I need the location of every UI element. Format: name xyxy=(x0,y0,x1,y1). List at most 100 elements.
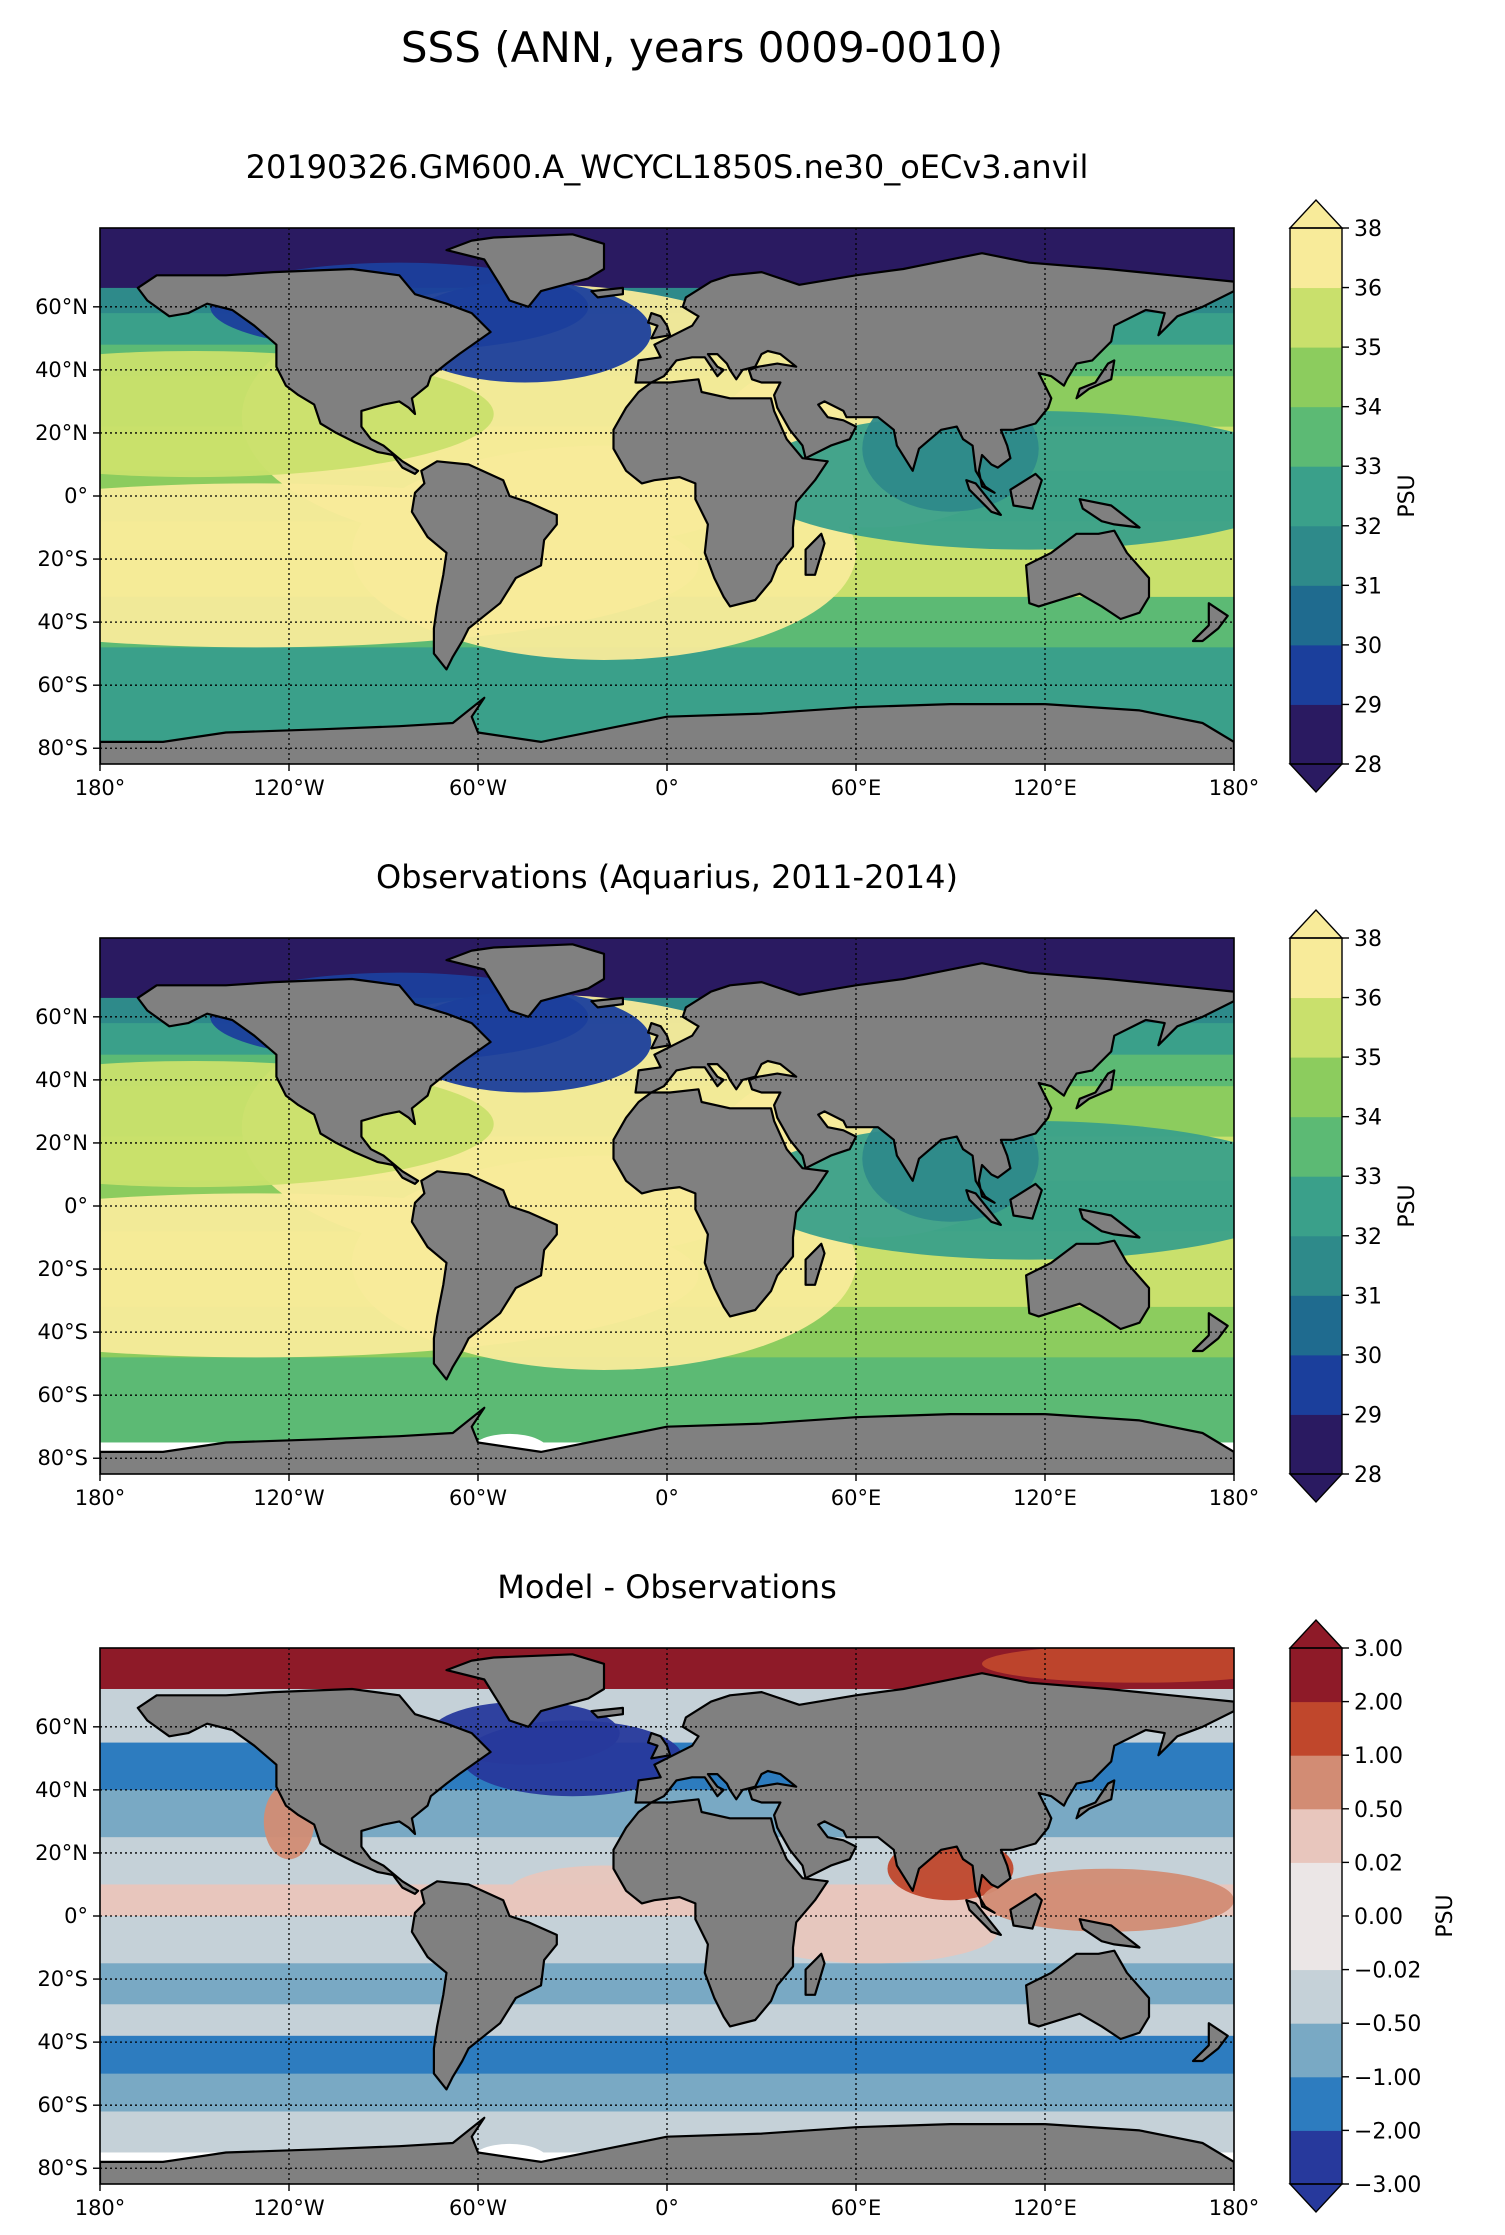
colorbar-segment xyxy=(1290,1648,1342,1703)
landmass-eurasia xyxy=(634,252,1234,494)
landmass-borneo xyxy=(1009,472,1043,510)
colorbar-tick-label: −0.02 xyxy=(1354,1959,1421,1984)
landmass-eurasia xyxy=(634,962,1234,1204)
lon-tick-label: 60°W xyxy=(449,1486,507,1510)
landmass-sumatra xyxy=(965,479,1003,517)
lat-tick-label: 80°S xyxy=(37,736,88,760)
lon-tick-label: 120°E xyxy=(1013,2196,1077,2220)
lat-tick-label: 60°S xyxy=(37,673,88,697)
landmass-south-america xyxy=(410,460,558,671)
landmass-australia xyxy=(1024,529,1151,621)
landmass-uk xyxy=(646,312,672,340)
colorbar-segment xyxy=(1290,406,1342,467)
colorbar-label: PSU xyxy=(1395,1184,1420,1227)
figure-title: SSS (ANN, years 0009-0010) xyxy=(401,23,1003,72)
lat-tick-label: 60°N xyxy=(35,1005,88,1029)
landmass-iceland xyxy=(590,286,625,299)
landmass-greenland xyxy=(445,943,606,1018)
lat-tick-label: 20°S xyxy=(37,547,88,571)
colorbar-segment xyxy=(1290,1116,1342,1177)
colorbar-extend-max xyxy=(1288,908,1344,939)
colorbar-tick-label: 34 xyxy=(1354,1106,1382,1131)
lat-tick-label: 40°S xyxy=(37,610,88,634)
panel-title: Model - Observations xyxy=(497,1568,837,1606)
contour-patch xyxy=(462,1720,683,1797)
lon-tick-label: 180° xyxy=(1209,1486,1260,1510)
lat-tick-label: 40°S xyxy=(37,2030,88,2054)
colorbar-tick-label: 35 xyxy=(1354,336,1382,361)
colorbar-tick-label: 28 xyxy=(1354,753,1382,778)
landmass-uk xyxy=(646,1021,672,1050)
colorbar-segment xyxy=(1290,1295,1342,1356)
lon-tick-label: 120°W xyxy=(253,2196,325,2220)
landmass-australia xyxy=(1024,1239,1151,1331)
colorbar-tick-label: 0.02 xyxy=(1354,1851,1403,1876)
landmass-greenland xyxy=(445,1653,606,1728)
panel-3: Model - Observations 60°N 40°N 20°N 0° 20°S 40… xyxy=(35,1568,1458,2220)
colorbar-tick-label: 36 xyxy=(1354,277,1382,302)
landmass-madagascar xyxy=(804,1242,826,1286)
colorbar-segment xyxy=(1290,997,1342,1058)
lon-tick-label: 0° xyxy=(655,2196,679,2220)
colorbar-tick-label: 2.00 xyxy=(1354,1691,1403,1716)
panel-1: 20190326.GM600.A_WCYCL1850S.ne30_oECv3.a… xyxy=(35,148,1420,800)
colorbar-segment xyxy=(1290,1808,1342,1863)
colorbar-tick-label: 36 xyxy=(1354,987,1382,1012)
lat-tick-label: 20°S xyxy=(37,1967,88,1991)
colorbar-tick-label: 28 xyxy=(1354,1463,1382,1488)
colorbar-tick-label: 33 xyxy=(1354,1165,1382,1190)
colorbar-tick-label: 32 xyxy=(1354,515,1382,540)
landmass-south-america xyxy=(410,1170,558,1381)
colorbar-segment xyxy=(1290,938,1342,999)
salinity-field xyxy=(100,938,1234,1474)
colorbar-segment xyxy=(1290,347,1342,408)
landmass-new-guinea xyxy=(1078,1918,1141,1949)
colorbar-extend-min xyxy=(1288,1473,1344,1504)
lon-tick-label: 60°W xyxy=(449,2196,507,2220)
landmass-japan xyxy=(1075,1779,1116,1820)
panel-title: Observations (Aquarius, 2011-2014) xyxy=(376,858,958,896)
colorbar-tick-label: 32 xyxy=(1354,1225,1382,1250)
colorbar-tick-label: −1.00 xyxy=(1354,2066,1421,2091)
landmass-antarctica xyxy=(100,2116,1234,2184)
lat-tick-label: 60°S xyxy=(37,2093,88,2117)
colorbar-segment xyxy=(1290,1862,1342,1917)
landmass-africa xyxy=(612,378,829,608)
lon-tick-label: 60°E xyxy=(831,2196,882,2220)
landmass-north-america xyxy=(136,267,492,475)
colorbar-segment xyxy=(1290,585,1342,646)
colorbar-frame xyxy=(1289,937,1343,1475)
lat-tick-label: 20°N xyxy=(35,1841,88,1865)
landmass-borneo xyxy=(1009,1182,1043,1220)
lon-tick-label: 180° xyxy=(1209,2196,1260,2220)
landmass-japan xyxy=(1075,1069,1116,1110)
colorbar-tick-label: −2.00 xyxy=(1354,2119,1421,2144)
colorbar-extend-min xyxy=(1288,2183,1344,2214)
colorbar-tick-label: 3.00 xyxy=(1354,1637,1403,1662)
landmass-africa xyxy=(612,1798,829,2028)
colorbar-segment xyxy=(1290,1235,1342,1296)
landmass-madagascar xyxy=(804,1952,826,1996)
lon-tick-label: 0° xyxy=(655,1486,679,1510)
lat-tick-label: 40°N xyxy=(35,1068,88,1092)
contour-patch xyxy=(982,1648,1234,1683)
landmass-japan xyxy=(1075,359,1116,400)
colorbar-tick-label: 0.50 xyxy=(1354,1798,1403,1823)
colorbar-label: PSU xyxy=(1433,1894,1458,1937)
landmass-north-america xyxy=(136,1687,492,1896)
landmass-africa xyxy=(612,1088,829,1318)
colorbar-segment xyxy=(1290,644,1342,705)
colorbar: 28 29 30 31 32 33 34 35 36 38 PSU xyxy=(1288,908,1420,1504)
lon-tick-label: 60°E xyxy=(831,1486,882,1510)
salinity-field xyxy=(100,1648,1234,2184)
lon-tick-label: 180° xyxy=(1209,776,1260,800)
lat-tick-label: 20°S xyxy=(37,1257,88,1281)
lon-tick-label: 0° xyxy=(655,776,679,800)
landmass-eurasia xyxy=(634,1672,1234,1914)
panels: 20190326.GM600.A_WCYCL1850S.ne30_oECv3.a… xyxy=(35,148,1458,2220)
lon-tick-label: 120°W xyxy=(253,776,325,800)
colorbar-tick-label: 38 xyxy=(1354,217,1382,242)
colorbar-extend-max xyxy=(1288,198,1344,229)
colorbar-label: PSU xyxy=(1395,474,1420,517)
